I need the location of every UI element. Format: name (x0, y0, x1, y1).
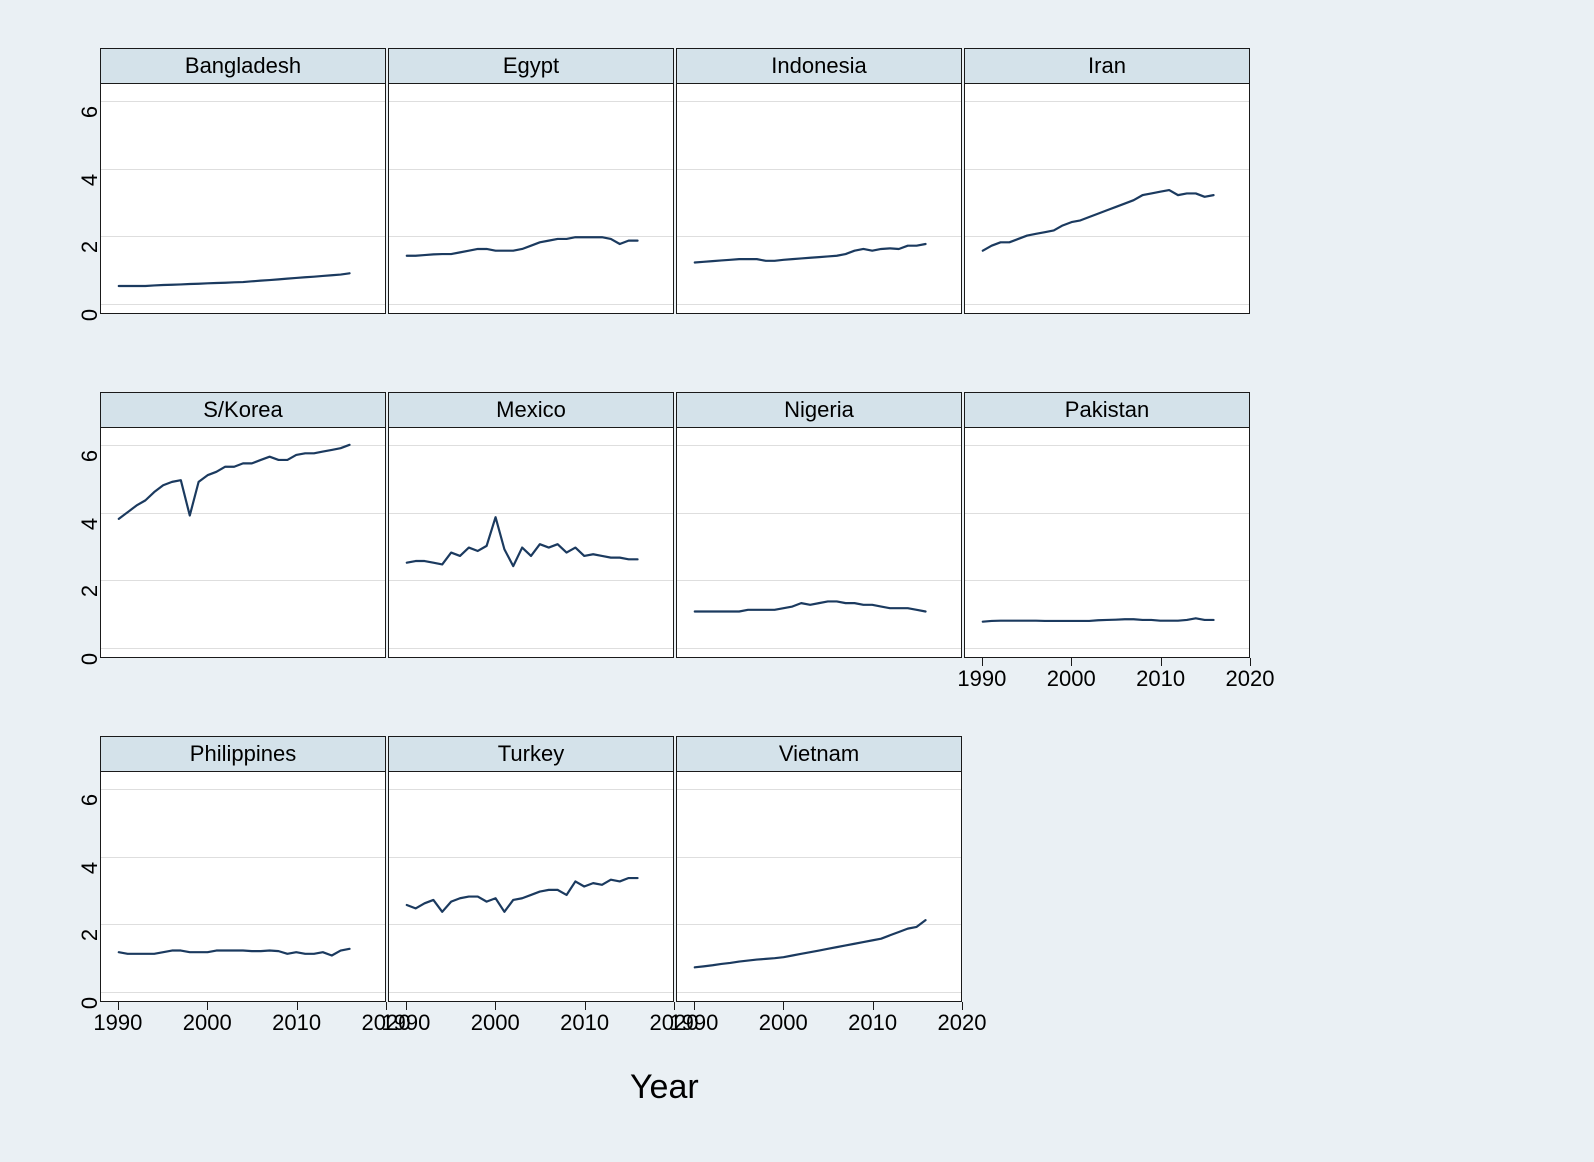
panel-title: Nigeria (676, 392, 962, 428)
panel-mexico: Mexico (388, 392, 674, 658)
panel-indonesia: Indonesia (676, 48, 962, 314)
x-tick-mark (297, 1002, 298, 1010)
panel-bangladesh: Bangladesh (100, 48, 386, 314)
line-series (101, 428, 385, 657)
plot-area (676, 772, 962, 1002)
line-series (389, 84, 673, 313)
plot-area (676, 84, 962, 314)
line-series (965, 84, 1249, 313)
small-multiples-chart: 0246BangladeshEgyptIndonesiaIran0246S/Ko… (0, 0, 1594, 1162)
x-axis-label: Year (630, 1068, 699, 1107)
line-series (389, 428, 673, 657)
x-tick-mark (406, 1002, 407, 1010)
panel-title: Indonesia (676, 48, 962, 84)
x-tick-label: 2010 (560, 1010, 609, 1036)
x-tick-mark (694, 1002, 695, 1010)
x-tick-mark (982, 658, 983, 666)
panel-title: Mexico (388, 392, 674, 428)
panel-title: Pakistan (964, 392, 1250, 428)
plot-area (100, 772, 386, 1002)
line-series (101, 772, 385, 1001)
panel-turkey: Turkey (388, 736, 674, 1002)
x-tick-mark (495, 1002, 496, 1010)
plot-area (100, 428, 386, 658)
x-tick-mark (783, 1002, 784, 1010)
panel-vietnam: Vietnam (676, 736, 962, 1002)
x-tick-label: 2010 (1136, 666, 1185, 692)
x-tick-label: 2010 (272, 1010, 321, 1036)
x-tick-mark (207, 1002, 208, 1010)
x-tick-mark (1250, 658, 1251, 666)
x-tick-label: 1990 (957, 666, 1006, 692)
panel-s-korea: S/Korea (100, 392, 386, 658)
x-tick-label: 2000 (759, 1010, 808, 1036)
panel-title: Vietnam (676, 736, 962, 772)
plot-area (100, 84, 386, 314)
x-tick-mark (118, 1002, 119, 1010)
plot-area (964, 84, 1250, 314)
line-series (389, 772, 673, 1001)
x-tick-mark (873, 1002, 874, 1010)
panel-title: Turkey (388, 736, 674, 772)
panel-title: S/Korea (100, 392, 386, 428)
panel-title: Egypt (388, 48, 674, 84)
x-tick-mark (674, 1002, 675, 1010)
panel-pakistan: Pakistan (964, 392, 1250, 658)
plot-area (388, 772, 674, 1002)
panel-iran: Iran (964, 48, 1250, 314)
x-tick-label: 2000 (471, 1010, 520, 1036)
x-tick-label: 1990 (381, 1010, 430, 1036)
plot-area (964, 428, 1250, 658)
plot-area (388, 84, 674, 314)
line-series (677, 772, 961, 1001)
x-tick-label: 2010 (848, 1010, 897, 1036)
panel-nigeria: Nigeria (676, 392, 962, 658)
x-tick-mark (1071, 658, 1072, 666)
line-series (965, 428, 1249, 657)
x-tick-label: 2020 (938, 1010, 987, 1036)
x-tick-mark (1161, 658, 1162, 666)
x-tick-label: 1990 (93, 1010, 142, 1036)
panel-title: Iran (964, 48, 1250, 84)
x-tick-mark (962, 1002, 963, 1010)
plot-area (676, 428, 962, 658)
plot-area (388, 428, 674, 658)
x-tick-label: 2000 (1047, 666, 1096, 692)
panel-philippines: Philippines (100, 736, 386, 1002)
x-tick-mark (585, 1002, 586, 1010)
panel-title: Bangladesh (100, 48, 386, 84)
x-tick-label: 1990 (669, 1010, 718, 1036)
panel-title: Philippines (100, 736, 386, 772)
line-series (677, 84, 961, 313)
x-tick-label: 2000 (183, 1010, 232, 1036)
x-tick-mark (386, 1002, 387, 1010)
line-series (677, 428, 961, 657)
panel-egypt: Egypt (388, 48, 674, 314)
x-tick-label: 2020 (1226, 666, 1275, 692)
line-series (101, 84, 385, 313)
